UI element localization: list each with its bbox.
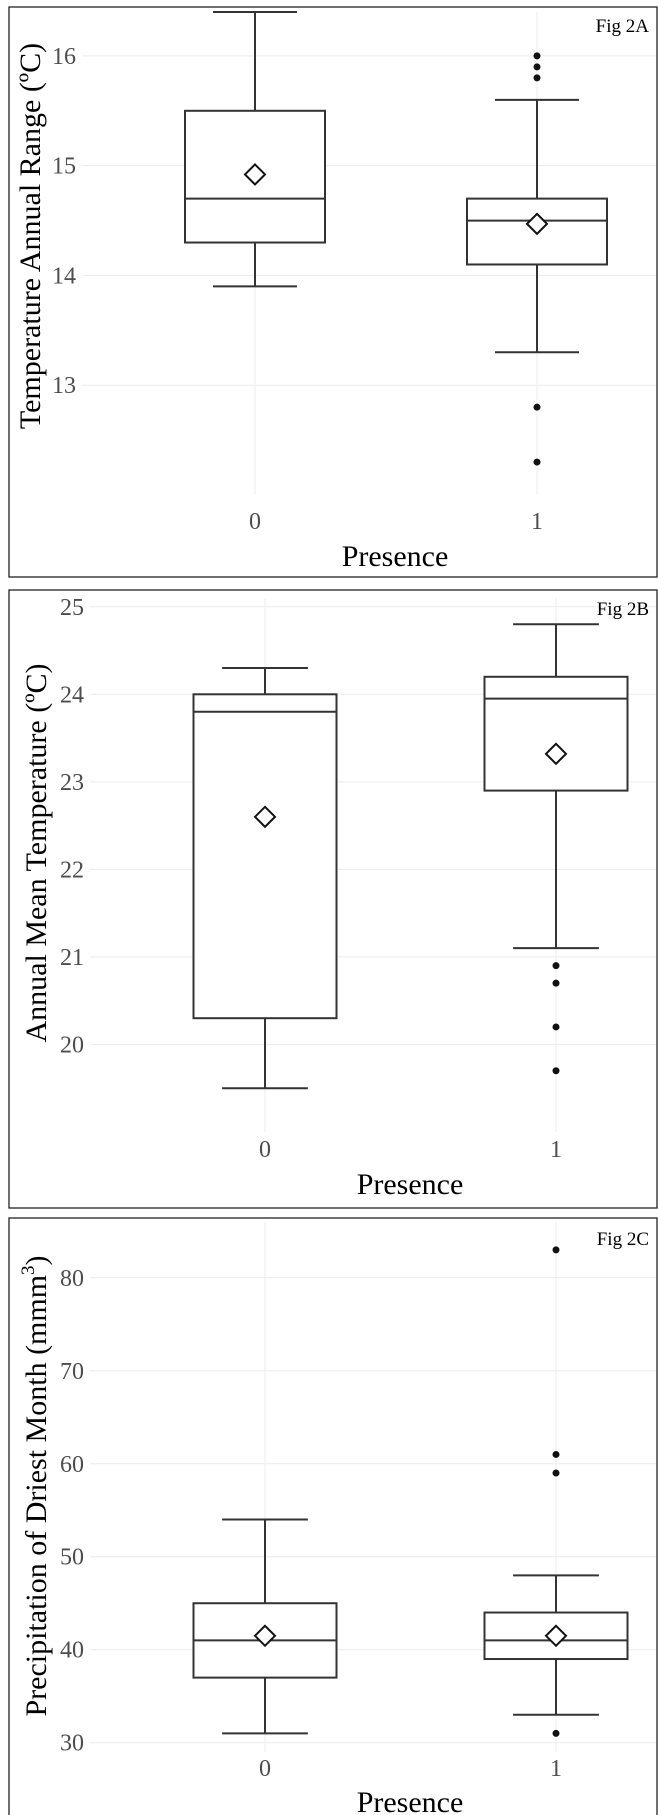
- outlier-point: [533, 403, 541, 411]
- outlier-point: [552, 1023, 560, 1031]
- outlier-point: [552, 1450, 560, 1458]
- panel-b: 20 21 22 23 24 25 0 1 Fig 2B Presence Annual Me…: [8, 589, 658, 1209]
- mean-diamond: [544, 1624, 568, 1648]
- panel-c-y-axis-title: Precipitation of Driest Month (mmm3): [18, 1255, 53, 1716]
- x-tick-label: 1: [531, 509, 543, 535]
- panel-c-y-axis-title-main: Precipitation of Driest Month (mmm: [20, 1275, 53, 1717]
- panel-a-y-axis-title: Temperature Annual Range (ºC): [14, 43, 47, 429]
- x-tick-label: 0: [259, 1137, 271, 1163]
- mean-diamond: [243, 163, 267, 186]
- y-tick-label: 70: [60, 1359, 84, 1385]
- y-tick-label: 30: [60, 1731, 84, 1757]
- panel-a-plot-area: 13 14 15 16 0 1: [52, 11, 656, 535]
- mean-diamond: [525, 212, 549, 236]
- panel-c: 30 40 50 60 70 80 0 1 Fig 2C Presence Precipita…: [8, 1217, 658, 1815]
- mean-diamond: [253, 805, 277, 829]
- panel-b-x-axis-title: Presence: [357, 1168, 464, 1201]
- y-tick-label: 60: [60, 1452, 84, 1478]
- y-tick-label: 16: [52, 44, 76, 70]
- y-tick-label: 20: [60, 1032, 84, 1058]
- panel-a: 13 14 15 16 0 1 Fig 2A Presence Temperature A…: [8, 6, 658, 578]
- outlier-point: [552, 979, 560, 987]
- x-tick-label: 0: [259, 1756, 271, 1782]
- iqr-box: [192, 693, 338, 1020]
- outlier-point: [552, 1469, 560, 1477]
- outlier-point: [533, 74, 541, 82]
- outlier-point: [533, 458, 541, 466]
- y-tick-label: 50: [60, 1545, 84, 1571]
- outlier-point: [552, 1246, 560, 1254]
- y-tick-label: 24: [60, 682, 84, 708]
- mean-diamond: [544, 742, 568, 766]
- panel-c-frame: [8, 1217, 658, 1815]
- panel-c-x-axis-title: Presence: [357, 1786, 464, 1815]
- x-tick-label: 0: [249, 509, 261, 535]
- mean-diamond: [253, 1624, 277, 1648]
- y-tick-label: 23: [60, 770, 84, 796]
- panel-b-frame: [8, 589, 658, 1209]
- outlier-point: [552, 1729, 560, 1737]
- y-tick-label: 80: [60, 1266, 84, 1292]
- y-tick-label: 13: [52, 373, 76, 399]
- panel-c-fig-label: Fig 2C: [597, 1229, 649, 1250]
- x-tick-label: 1: [550, 1756, 562, 1782]
- outlier-point: [533, 52, 541, 60]
- panel-b-plot-area: 20 21 22 23 24 25 0 1: [60, 595, 656, 1163]
- outlier-point: [552, 962, 560, 970]
- outlier-point: [552, 1067, 560, 1075]
- panel-a-x-axis-title: Presence: [342, 540, 449, 573]
- panel-c-y-axis-title-end: ): [20, 1255, 53, 1265]
- panel-c-plot-area: 30 40 50 60 70 80 0 1: [60, 1222, 656, 1782]
- panel-c-y-axis-title-superscript: 3: [18, 1265, 39, 1275]
- y-tick-label: 15: [52, 154, 76, 180]
- panel-b-fig-label: Fig 2B: [597, 599, 649, 620]
- x-tick-label: 1: [550, 1137, 562, 1163]
- panel-a-fig-label: Fig 2A: [596, 16, 650, 37]
- y-tick-label: 14: [52, 263, 76, 289]
- y-tick-label: 40: [60, 1638, 84, 1664]
- iqr-box: [483, 675, 629, 792]
- y-tick-label: 22: [60, 857, 84, 883]
- outlier-point: [533, 63, 541, 71]
- y-tick-label: 25: [60, 595, 84, 621]
- panel-a-frame: [8, 6, 658, 578]
- y-tick-label: 21: [60, 945, 84, 971]
- panel-b-y-axis-title: Annual Mean Temperature (ºC): [20, 663, 53, 1042]
